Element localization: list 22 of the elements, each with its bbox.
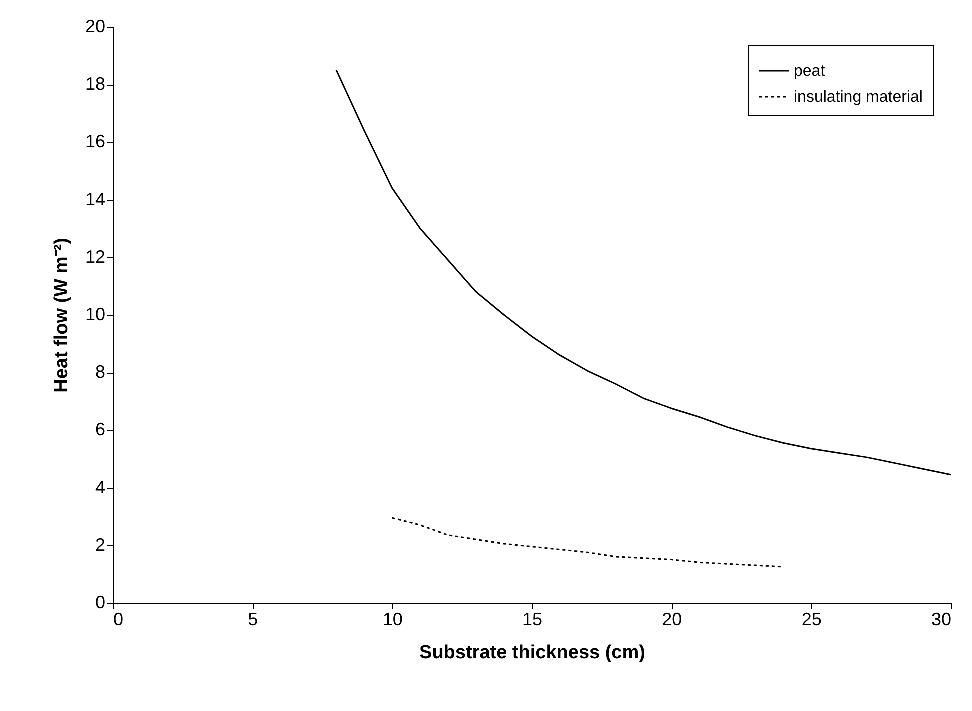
y-tick-label: 6 <box>95 420 106 440</box>
y-tick-label: 12 <box>85 246 106 267</box>
x-axis-title: Substrate thickness (cm) <box>420 642 646 664</box>
y-axis-title: Heat flow (W m⁻²) <box>51 238 72 393</box>
legend-label: peat <box>794 63 826 80</box>
y-tick-label: 16 <box>85 132 106 152</box>
x-tick-label: 30 <box>931 610 952 630</box>
y-tick-label: 14 <box>85 189 106 210</box>
y-tick-label: 4 <box>95 477 106 498</box>
x-tick-label: 5 <box>248 610 258 630</box>
x-tick-label: 25 <box>802 610 822 630</box>
legend-label: insulating material <box>794 89 923 106</box>
x-tick-label: 10 <box>382 610 403 630</box>
y-tick-label: 18 <box>85 74 106 94</box>
x-tick-label: 20 <box>662 610 682 630</box>
y-tick-label: 2 <box>95 534 106 555</box>
y-tick-label: 20 <box>85 16 106 36</box>
x-tick-label: 0 <box>114 610 124 630</box>
y-tick-label: 8 <box>95 362 106 382</box>
x-tick-label: 15 <box>522 610 543 630</box>
y-tick-label: 10 <box>85 304 106 324</box>
y-tick-label: 0 <box>95 592 106 612</box>
